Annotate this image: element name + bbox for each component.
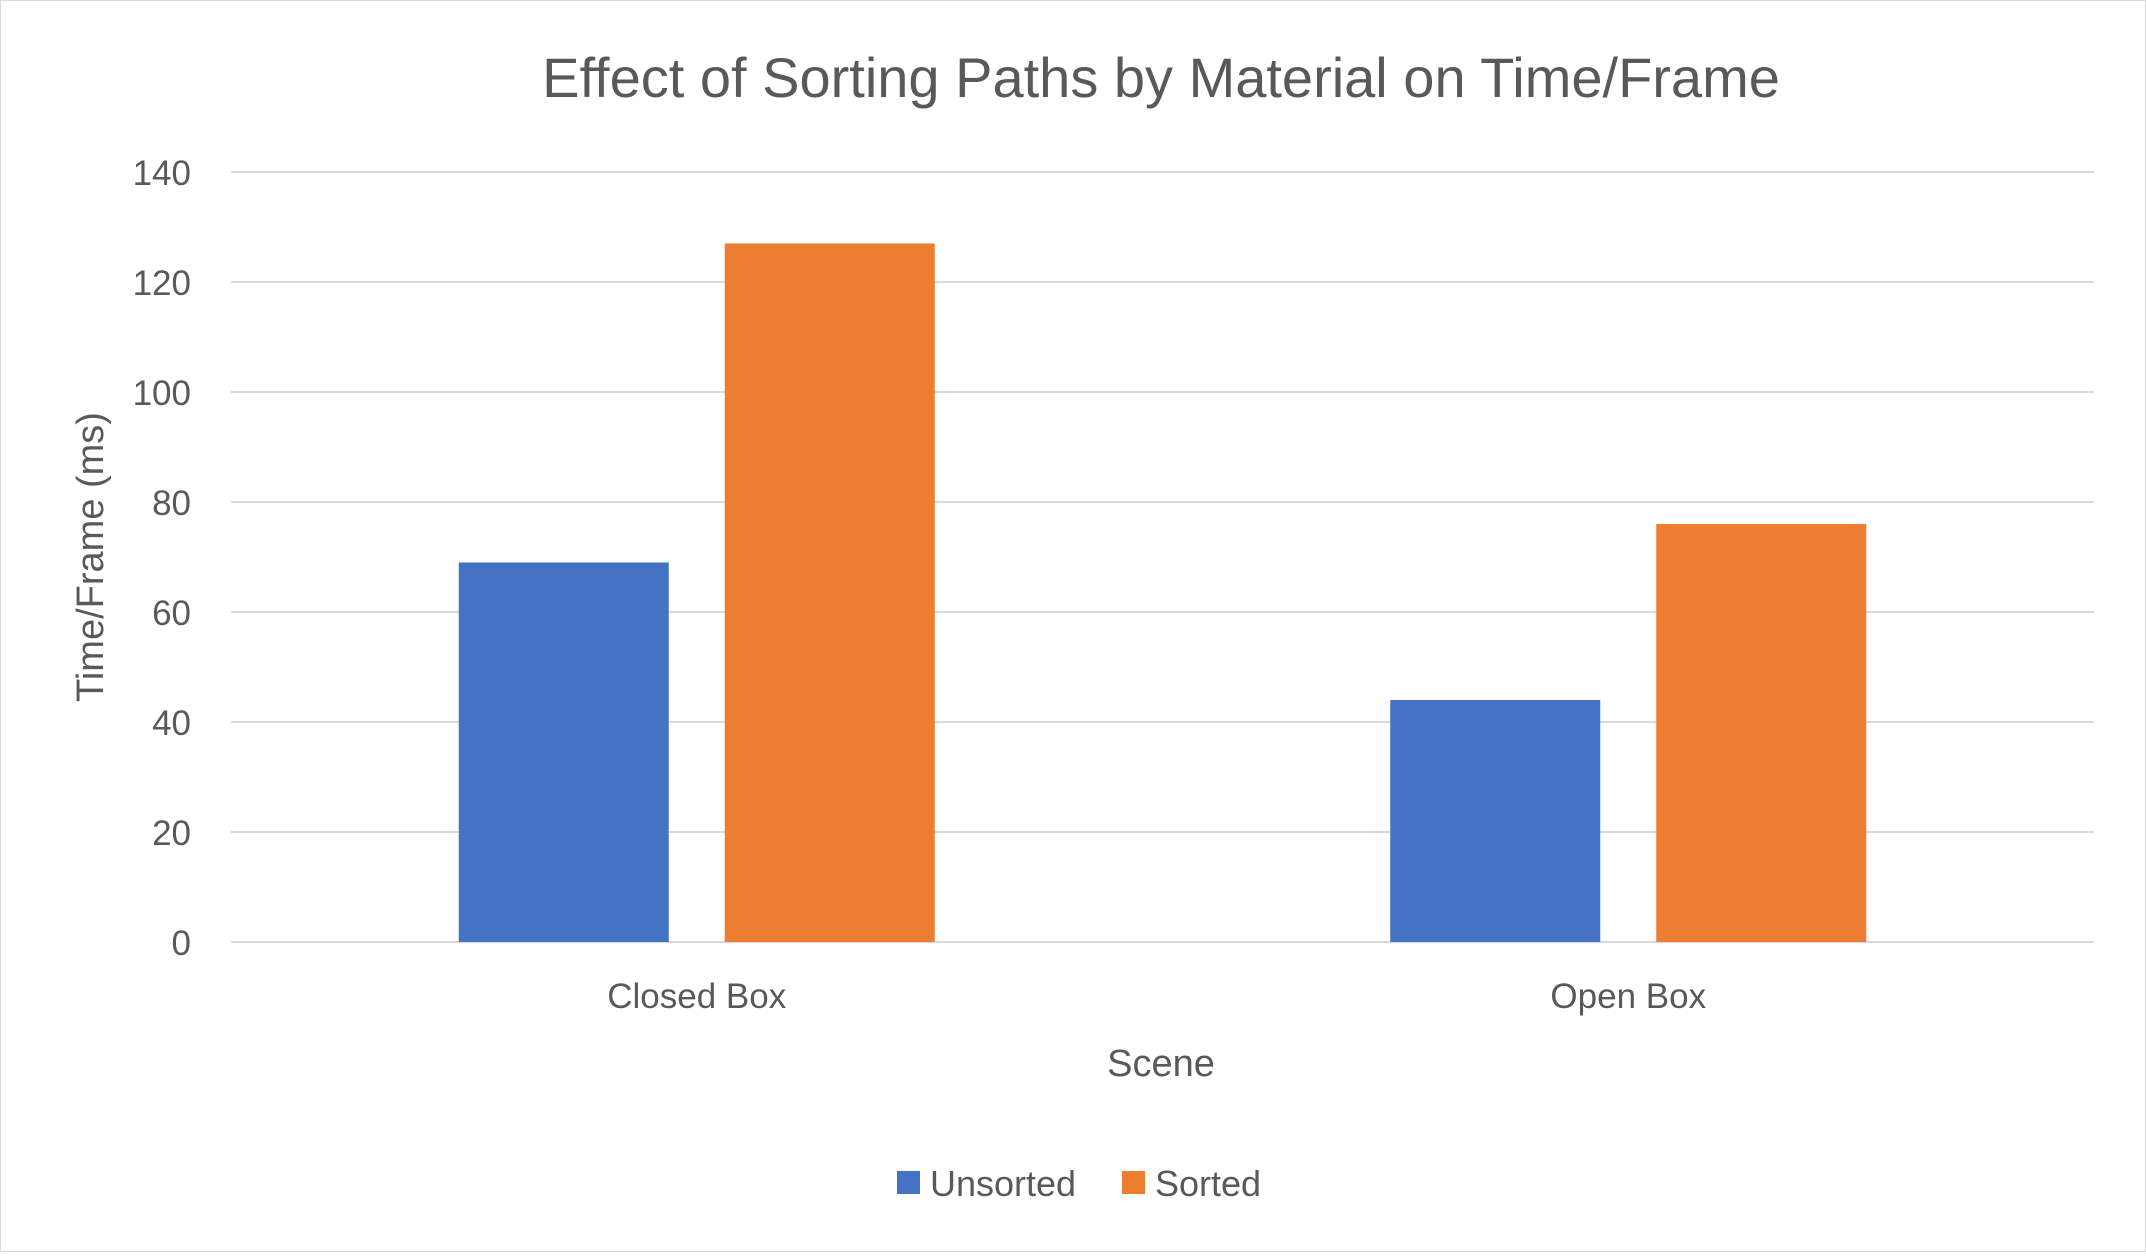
y-tick-label: 100 (133, 374, 191, 413)
y-tick-label: 20 (152, 814, 191, 853)
y-axis-title: Time/Frame (ms) (70, 412, 112, 702)
legend-swatch-sorted (1122, 1171, 1145, 1194)
legend-label-sorted: Sorted (1155, 1163, 1261, 1204)
bar-sorted-closed-box (724, 243, 935, 942)
y-tick-label: 140 (133, 154, 191, 193)
y-tick-label: 80 (152, 484, 191, 523)
x-tick-label: Closed Box (607, 977, 786, 1016)
bars (458, 243, 1867, 942)
x-tick-labels: Closed Box Open Box (607, 977, 1706, 1016)
legend-label-unsorted: Unsorted (930, 1163, 1076, 1204)
y-tick-label: 0 (172, 924, 191, 963)
bar-unsorted-closed-box (458, 562, 669, 942)
bar-unsorted-open-box (1390, 700, 1601, 942)
bar-sorted-open-box (1656, 524, 1867, 942)
y-tick-label: 120 (133, 264, 191, 303)
legend: Unsorted Sorted (897, 1163, 1261, 1204)
y-tick-labels: 0 20 40 60 80 100 120 140 (133, 154, 191, 963)
chart-title: Effect of Sorting Paths by Material on T… (542, 46, 1780, 109)
y-tick-label: 40 (152, 704, 191, 743)
x-axis-title: Scene (1107, 1043, 1215, 1085)
legend-swatch-unsorted (897, 1171, 920, 1194)
y-tick-label: 60 (152, 594, 191, 633)
x-tick-label: Open Box (1550, 977, 1706, 1016)
